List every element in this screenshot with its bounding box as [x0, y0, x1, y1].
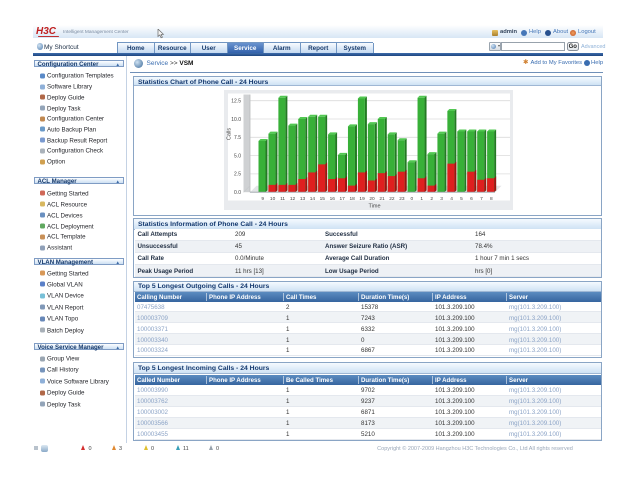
- svg-text:17: 17: [340, 196, 346, 202]
- svg-text:10: 10: [270, 196, 276, 202]
- svg-text:Calls: Calls: [227, 127, 233, 139]
- svg-text:1: 1: [420, 196, 423, 202]
- svg-text:23: 23: [399, 196, 405, 202]
- svg-text:2.5: 2.5: [234, 171, 241, 177]
- svg-text:Time: Time: [368, 203, 380, 209]
- svg-text:2: 2: [430, 196, 433, 202]
- svg-text:5.0: 5.0: [234, 153, 241, 159]
- svg-text:7.5: 7.5: [234, 135, 241, 141]
- svg-text:11: 11: [280, 196, 285, 202]
- svg-text:5: 5: [460, 196, 463, 202]
- svg-text:0: 0: [410, 196, 413, 202]
- svg-text:4: 4: [450, 196, 453, 202]
- svg-text:22: 22: [389, 196, 395, 202]
- svg-text:0.0: 0.0: [234, 190, 241, 196]
- svg-text:15: 15: [320, 196, 326, 202]
- svg-text:18: 18: [350, 196, 356, 202]
- svg-text:20: 20: [369, 196, 375, 202]
- svg-text:3: 3: [440, 196, 443, 202]
- svg-text:21: 21: [379, 196, 385, 202]
- svg-text:13: 13: [300, 196, 306, 202]
- svg-text:7: 7: [480, 196, 483, 202]
- svg-text:6: 6: [470, 196, 473, 202]
- svg-text:19: 19: [359, 196, 365, 202]
- svg-text:14: 14: [310, 196, 316, 202]
- svg-text:12: 12: [290, 196, 296, 202]
- svg-text:12.5: 12.5: [231, 98, 241, 104]
- svg-text:9: 9: [261, 196, 264, 202]
- svg-text:8: 8: [490, 196, 493, 202]
- svg-text:16: 16: [330, 196, 336, 202]
- svg-text:10.0: 10.0: [231, 116, 241, 122]
